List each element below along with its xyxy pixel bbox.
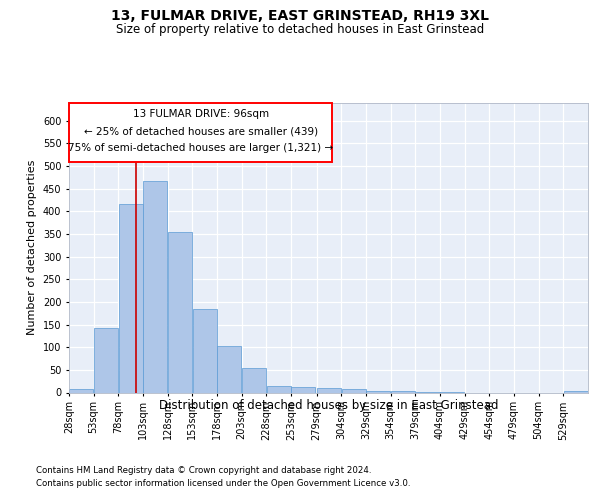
Text: Size of property relative to detached houses in East Grinstead: Size of property relative to detached ho… <box>116 22 484 36</box>
Bar <box>267 386 290 392</box>
Bar <box>242 368 266 392</box>
Bar <box>564 390 587 392</box>
Bar <box>168 232 192 392</box>
Text: Contains public sector information licensed under the Open Government Licence v3: Contains public sector information licen… <box>36 479 410 488</box>
Bar <box>193 309 217 392</box>
Text: 13, FULMAR DRIVE, EAST GRINSTEAD, RH19 3XL: 13, FULMAR DRIVE, EAST GRINSTEAD, RH19 3… <box>111 9 489 23</box>
Text: Distribution of detached houses by size in East Grinstead: Distribution of detached houses by size … <box>159 399 499 412</box>
Y-axis label: Number of detached properties: Number of detached properties <box>27 160 37 335</box>
Text: ← 25% of detached houses are smaller (439): ← 25% of detached houses are smaller (43… <box>83 126 318 136</box>
Bar <box>342 389 365 392</box>
Bar <box>317 388 341 392</box>
Bar <box>217 346 241 393</box>
Bar <box>391 391 415 392</box>
Bar <box>119 204 143 392</box>
Bar <box>292 386 315 392</box>
Bar <box>367 390 390 392</box>
Bar <box>70 389 93 392</box>
Text: 13 FULMAR DRIVE: 96sqm: 13 FULMAR DRIVE: 96sqm <box>133 110 269 120</box>
Text: Contains HM Land Registry data © Crown copyright and database right 2024.: Contains HM Land Registry data © Crown c… <box>36 466 371 475</box>
Bar <box>94 328 118 392</box>
Text: 75% of semi-detached houses are larger (1,321) →: 75% of semi-detached houses are larger (… <box>68 143 333 153</box>
Bar <box>143 181 167 392</box>
